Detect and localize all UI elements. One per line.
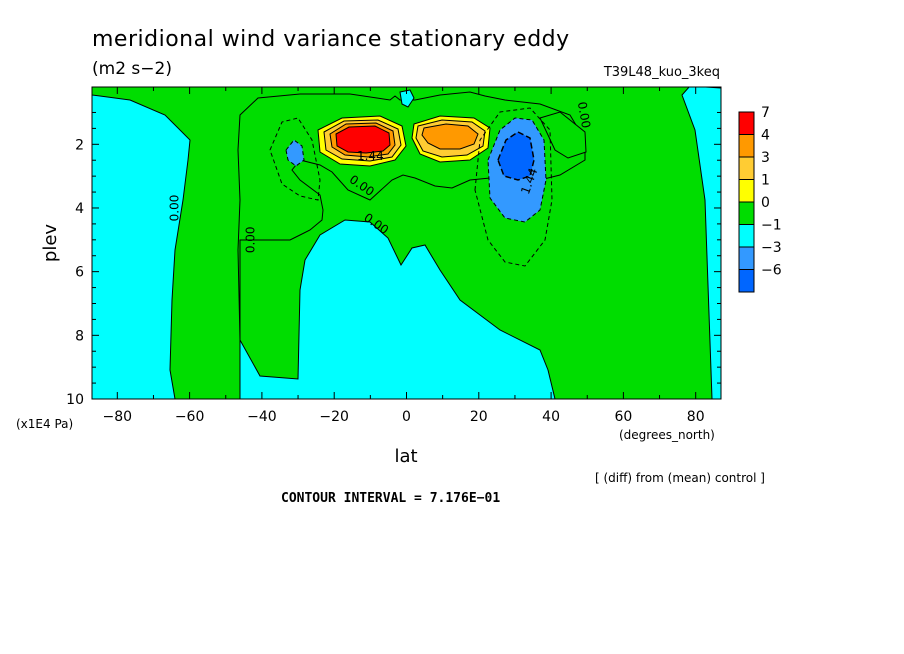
colorbar-label: −3 <box>761 240 782 256</box>
colorbar-swatch <box>738 134 755 158</box>
y-axis-label: plev <box>40 224 61 263</box>
colorbar-label: −6 <box>761 263 782 279</box>
fill-level-neg3-right <box>497 131 535 181</box>
contour-neg-right <box>474 107 553 267</box>
colorbar-swatch <box>738 201 755 225</box>
contour-interval: CONTOUR INTERVAL = 7.176E−01 <box>281 491 500 506</box>
contour-label: 1.44 <box>357 149 384 163</box>
x-tick-label: 20 <box>470 409 488 425</box>
x-tick-label: −20 <box>319 409 349 425</box>
colorbar-label: 3 <box>761 150 770 166</box>
x-tick-label: −40 <box>247 409 277 425</box>
fill-level-neg1-hole <box>399 89 415 108</box>
x-tick-label: 40 <box>542 409 560 425</box>
contour-label: 0.00 <box>168 195 182 222</box>
x-tick-label: −80 <box>103 409 133 425</box>
diff-note: [ (diff) from (mean) control ] <box>595 471 765 485</box>
fill-level-4-right <box>421 123 479 150</box>
y-tick-label: 6 <box>75 265 84 281</box>
colorbar-swatch <box>738 179 755 203</box>
fill-level-7-left <box>335 125 391 154</box>
contour-neg-left <box>269 117 321 201</box>
y-tick-label: 2 <box>75 137 84 153</box>
colorbar-swatch <box>738 156 755 180</box>
units-label: (m2 s−2) <box>92 59 172 79</box>
x-tick-label: −60 <box>175 409 205 425</box>
fill-level-neg1-left <box>285 139 305 167</box>
fill-level-0 <box>92 87 721 399</box>
y-tick-label: 10 <box>66 392 84 408</box>
colorbar-label: 4 <box>761 128 770 144</box>
x-axis-label: lat <box>394 446 417 467</box>
chart-title: meridional wind variance stationary eddy <box>92 27 570 52</box>
fill-level-0-island <box>539 111 587 159</box>
colorbar-swatch <box>738 269 755 293</box>
contour-label: 0.00 <box>244 226 258 253</box>
colorbar-swatch <box>738 111 755 135</box>
colorbar-swatch <box>738 224 755 248</box>
y-tick-label: 4 <box>75 201 84 217</box>
y-tick-label: 8 <box>75 328 84 344</box>
colorbar-label: 0 <box>761 195 770 211</box>
contour-label: 0.00 <box>575 101 593 130</box>
x-tick-label: 60 <box>614 409 632 425</box>
colorbar-label: 1 <box>761 173 770 189</box>
x-tick-label: 80 <box>687 409 705 425</box>
colorbar-label: −1 <box>761 218 782 234</box>
y-axis: 2 4 6 8 10 <box>66 111 721 408</box>
x-axis-units: (degrees_north) <box>619 428 715 442</box>
x-tick-label: 0 <box>402 409 411 425</box>
x-axis: −80 −60 −40 −20 0 20 40 60 80 <box>103 87 705 425</box>
y-axis-units: (x1E4 Pa) <box>16 417 73 431</box>
colorbar-label: 7 <box>761 105 770 121</box>
contour-plot <box>92 87 721 399</box>
colorbar-legend: 7 4 3 1 0 −1 −3 −6 <box>738 105 782 293</box>
experiment-label: T39L48_kuo_3keq <box>603 65 720 80</box>
colorbar-swatch <box>738 246 755 270</box>
